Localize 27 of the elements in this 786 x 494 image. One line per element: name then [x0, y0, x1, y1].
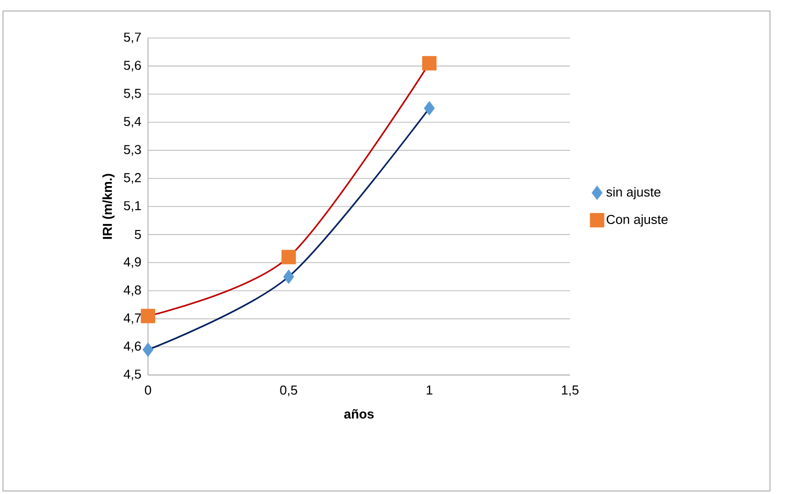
y-tick-label: 4,8	[124, 285, 141, 296]
y-tick-label: 5,1	[124, 201, 141, 212]
y-tick-label: 5,4	[124, 116, 142, 128]
x-tick-label: 0,5	[280, 386, 298, 396]
legend-label: Con ajuste	[606, 214, 668, 227]
y-tick-label: 5,7	[124, 32, 141, 44]
y-tick-label: 4,5	[124, 370, 141, 380]
y-tick-label: 5,3	[124, 144, 141, 156]
point	[142, 342, 154, 357]
y-tick-label: 5,5	[124, 88, 141, 100]
point	[422, 56, 437, 70]
y-tick-label: 4,7	[124, 314, 141, 324]
y-tick-label: 5,2	[124, 173, 141, 184]
y-tick-label: 5	[134, 230, 141, 240]
x-tick-label: 1	[426, 386, 432, 394]
point	[283, 269, 294, 284]
y-axis-title: IRI (m/km.)	[102, 174, 115, 239]
point	[424, 101, 435, 116]
point	[140, 308, 156, 324]
point	[281, 250, 296, 264]
y-tick-label: 4,9	[124, 257, 141, 268]
legend-label: sin ajuste	[606, 187, 660, 200]
x-tick-label: 0	[144, 386, 152, 395]
y-tick-label: 4,6	[124, 342, 141, 352]
x-tick-label: 1,5	[562, 386, 578, 396]
x-axis-title: años	[344, 409, 374, 419]
y-tick-label: 5,6	[124, 60, 141, 72]
